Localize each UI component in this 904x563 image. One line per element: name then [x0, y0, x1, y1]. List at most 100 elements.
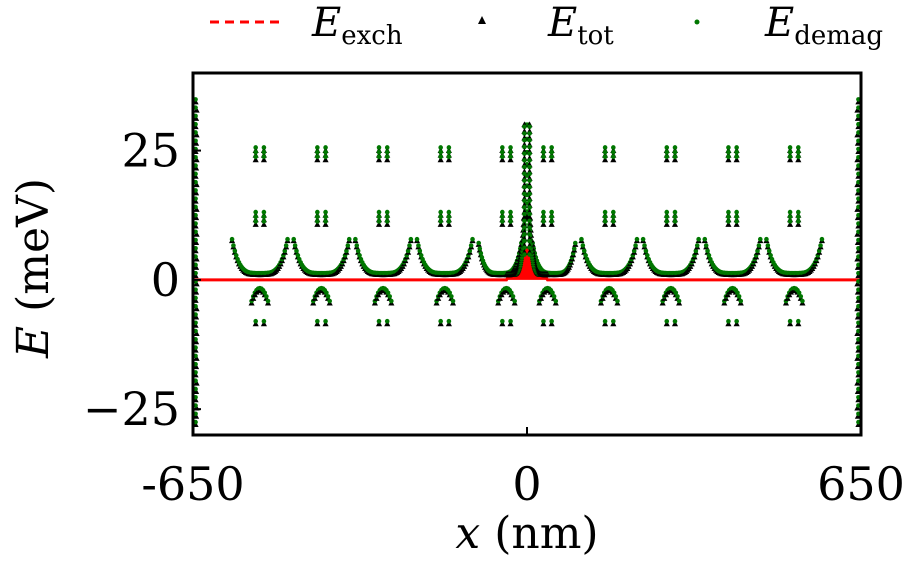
demag-point [253, 214, 258, 220]
demag-point [787, 209, 793, 215]
demag-point [522, 218, 527, 224]
tot-point [193, 131, 200, 138]
demag-point [508, 209, 513, 215]
tot-point [854, 156, 861, 163]
demag-point [384, 318, 390, 324]
demag-point [818, 243, 823, 248]
demag-point [787, 154, 793, 160]
demag-point [527, 252, 532, 257]
y-axis-unit: (meV) [8, 178, 59, 312]
demag-point [376, 219, 382, 224]
demag-point [283, 243, 289, 248]
demag-point [508, 318, 513, 324]
demag-point [602, 154, 608, 160]
demag-point [522, 198, 527, 204]
demag-point [315, 214, 320, 220]
tot-point [854, 355, 861, 361]
demag-point [676, 298, 682, 304]
demag-point [796, 145, 801, 150]
tot-point [854, 330, 861, 337]
tot-point [375, 156, 383, 163]
demag-point [261, 219, 267, 224]
demag-point [765, 243, 771, 248]
demag-point [265, 298, 271, 304]
demag-point [672, 149, 678, 155]
demag-point [693, 248, 699, 254]
demag-point [376, 145, 382, 150]
demag-point [438, 209, 443, 215]
tot-point [193, 156, 200, 163]
tot-point [671, 221, 679, 227]
demag-point [642, 243, 647, 248]
demag-point [705, 248, 710, 254]
demag-point [467, 248, 473, 254]
demag-point [450, 298, 456, 304]
demag-point [611, 154, 616, 160]
demag-point [766, 248, 772, 254]
demag-point [447, 290, 453, 296]
demag-point [376, 154, 382, 160]
demag-point [323, 145, 328, 150]
demag-point [549, 209, 554, 215]
demag-point [264, 294, 269, 299]
tot-point [193, 106, 200, 113]
demag-point [510, 294, 516, 299]
demag-point [527, 191, 532, 197]
demag-point [261, 149, 267, 155]
tot-point [322, 156, 329, 163]
demag-point [446, 145, 452, 150]
x-axis-label: x (nm) [455, 508, 598, 559]
demag-point [323, 318, 328, 324]
demag-point [527, 151, 532, 156]
demag-point [527, 218, 532, 224]
demag-point [417, 248, 423, 254]
tot-point [193, 230, 200, 237]
demag-point [346, 236, 352, 242]
demag-point [615, 298, 620, 304]
demag-point [527, 171, 532, 177]
demag-point [611, 149, 616, 155]
tot-point [314, 221, 321, 227]
demag-point [253, 154, 258, 160]
demag-point [726, 154, 731, 160]
demag-point [527, 178, 532, 183]
tot-point [384, 156, 391, 163]
demag-point [602, 318, 608, 324]
demag-point [726, 145, 731, 150]
tot-point [733, 156, 740, 163]
demag-point [282, 248, 288, 254]
demag-point [527, 245, 532, 251]
demag-point [800, 298, 805, 304]
demag-point [261, 154, 267, 160]
demag-point [541, 318, 546, 324]
demag-point [376, 318, 382, 324]
legend-tot-swatch [478, 16, 486, 24]
demag-point [500, 214, 505, 220]
demag-point [672, 209, 678, 215]
demag-point [611, 214, 616, 220]
tot-point [854, 131, 861, 138]
demag-point [541, 154, 546, 160]
demag-point [527, 205, 532, 210]
demag-point [324, 290, 329, 296]
tot-point [193, 280, 200, 287]
demag-point [416, 243, 421, 248]
y-axis-label: E (meV) [8, 178, 59, 359]
tot-point [437, 156, 444, 163]
demag-point [634, 236, 640, 242]
demag-point [549, 219, 554, 224]
demag-point [787, 219, 793, 224]
legend-demag-label: Edemag [764, 0, 883, 51]
demag-point [508, 154, 513, 160]
demag-point [706, 253, 712, 258]
demag-point [541, 145, 546, 150]
legend-tot-label: Etot [547, 0, 614, 51]
demag-point [522, 124, 527, 130]
demag-point [527, 198, 532, 204]
demag-point [551, 294, 557, 299]
demag-point [376, 209, 382, 215]
tot-point [787, 221, 794, 227]
tot-point [540, 221, 547, 227]
demag-point [796, 214, 801, 220]
